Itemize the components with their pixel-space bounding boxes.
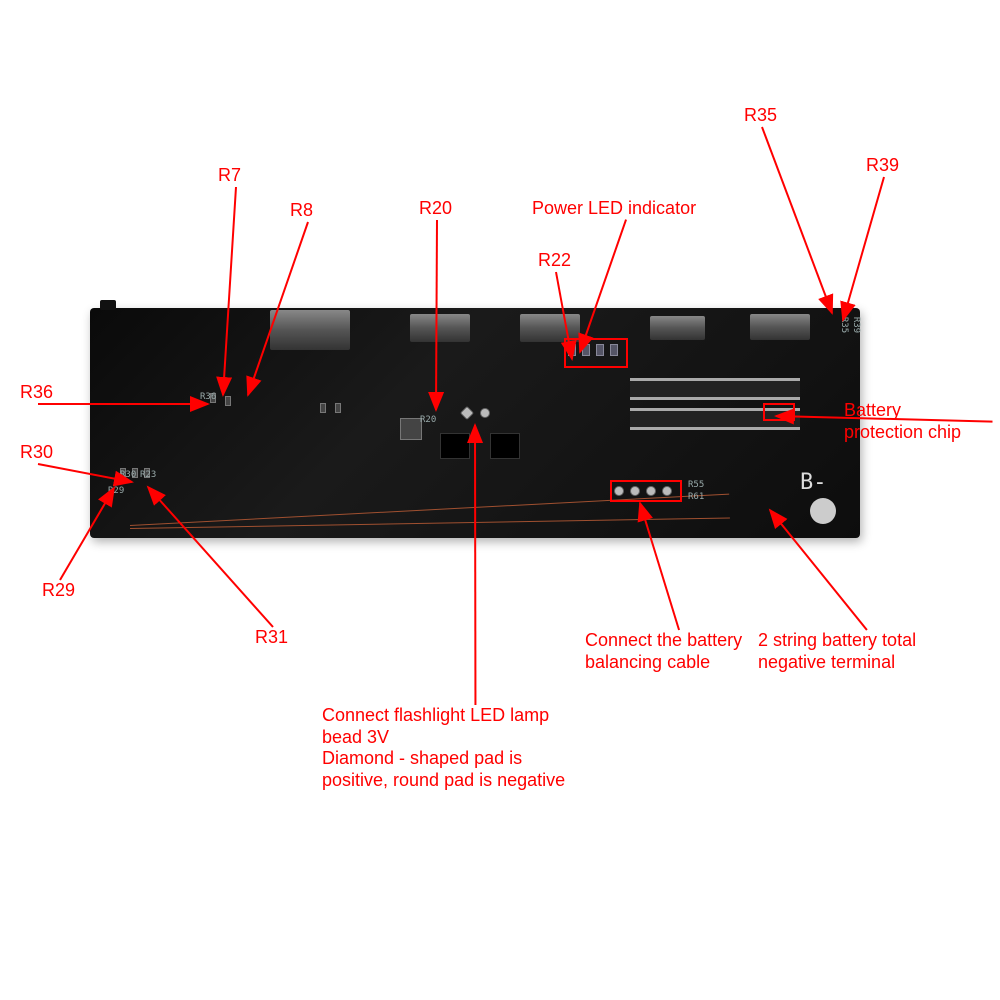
ic-small	[490, 433, 520, 459]
annotation-power_led: Power LED indicator	[532, 198, 696, 220]
annotation-bat_chip: Battery protection chip	[844, 400, 961, 443]
silk-text: R23	[140, 470, 156, 480]
smd-cap	[400, 418, 422, 440]
annotation-r8: R8	[290, 200, 313, 222]
smd	[335, 403, 341, 413]
annotation-r30: R30	[20, 442, 53, 464]
silk-text: R20	[420, 415, 436, 425]
highlight-box	[610, 480, 682, 502]
ic-small	[440, 433, 470, 459]
annotation-r35: R35	[744, 105, 777, 127]
smd	[225, 396, 231, 406]
annotation-r39: R39	[866, 155, 899, 177]
led-pad-positive	[460, 406, 474, 420]
annotation-r7: R7	[218, 165, 241, 187]
usb-port-5	[750, 314, 810, 340]
silk-text: R55	[688, 480, 704, 490]
usb-port-2	[410, 314, 470, 342]
highlight-box	[763, 403, 795, 421]
usb-port-1	[270, 310, 350, 350]
b-minus-pad	[810, 498, 836, 524]
silk-text: R39	[851, 317, 861, 333]
highlight-box	[564, 338, 628, 368]
annotation-r22: R22	[538, 250, 571, 272]
annotation-led_lamp: Connect flashlight LED lamp bead 3V Diam…	[322, 705, 565, 791]
usb-port-4	[650, 316, 705, 340]
led-pad-negative	[480, 408, 490, 418]
silk-text: R30	[120, 470, 136, 480]
ic-row-1	[630, 378, 800, 400]
annotation-r31: R31	[255, 627, 288, 649]
annotation-r29: R29	[42, 580, 75, 602]
silk-text: R29	[108, 486, 124, 496]
annotation-r36: R36	[20, 382, 53, 404]
annotation-bal_cable: Connect the battery balancing cable	[585, 630, 742, 673]
pcb-nub	[100, 300, 116, 310]
smd	[320, 403, 326, 413]
pcb-board	[90, 308, 860, 538]
annotation-r20: R20	[419, 198, 452, 220]
silk-text: R61	[688, 492, 704, 502]
silk-text: R35	[839, 317, 849, 333]
annotation-neg_term: 2 string battery total negative terminal	[758, 630, 916, 673]
silk-text: R36	[200, 392, 216, 402]
silk-text: B-	[800, 470, 827, 495]
